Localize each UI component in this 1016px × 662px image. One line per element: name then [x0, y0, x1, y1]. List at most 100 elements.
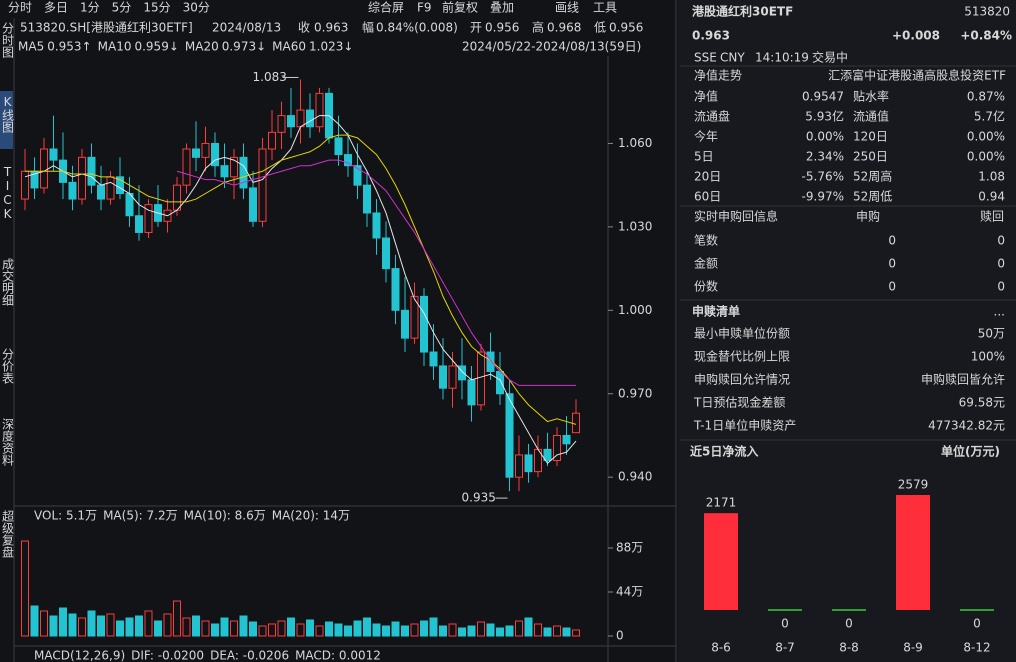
list-value: 477342.82元: [928, 419, 1005, 433]
nav-value: 0.87%: [967, 90, 1005, 104]
candle-body: [192, 148, 200, 158]
volume-bar: [505, 625, 514, 637]
list-value: 69.58元: [959, 396, 1005, 410]
redeem-value: 0: [888, 234, 896, 248]
macd-label: MACD(12,26,9): [34, 649, 125, 662]
candle-body: [458, 365, 466, 381]
volume-bar: [553, 625, 561, 637]
side-tab[interactable]: 成交明细: [1, 258, 15, 306]
redeem-key: 笔数: [694, 233, 718, 248]
quote-sub: 14:10:19: [755, 51, 809, 65]
macd-label: MACD: 0.0012: [295, 649, 381, 662]
redeem-value: 0: [888, 280, 896, 294]
ma-name: MA20: [185, 40, 219, 54]
macd-label: DEA: -0.0206: [210, 649, 289, 662]
candle-body: [21, 170, 29, 200]
volume-bar: [135, 615, 143, 637]
menu[interactable]: F9: [417, 1, 432, 15]
x-tick-label: 8-12: [963, 641, 990, 655]
header-date: 2024/08/13: [212, 21, 281, 35]
candle-body: [505, 393, 514, 478]
header-high: 0.968: [547, 21, 581, 35]
list-value: 50万: [978, 327, 1005, 341]
nav-value: 0.9547: [802, 90, 844, 104]
ma-name: MA5: [18, 40, 44, 54]
candle-body: [401, 309, 409, 339]
volume-bar: [296, 623, 305, 637]
menu[interactable]: 画线: [555, 1, 579, 15]
candle-body: [515, 454, 523, 478]
fund-code: 513820: [964, 5, 1010, 19]
period-tab[interactable]: 多日: [44, 1, 68, 15]
candle-body: [467, 379, 476, 406]
bar: [704, 513, 738, 610]
candle-body: [420, 295, 428, 353]
value-label: 2579: [898, 478, 929, 492]
period-tab[interactable]: 5分: [112, 1, 132, 15]
quote-sub: SSE: [694, 51, 717, 65]
volume-bar: [68, 613, 77, 637]
volume-bar: [78, 617, 86, 637]
nav-key: 250日: [853, 150, 888, 164]
nav-key: 60日: [694, 190, 721, 204]
redeem-key: 金额: [694, 256, 718, 271]
menu[interactable]: 综合屏: [368, 0, 404, 15]
y-tick-label: 0: [616, 629, 624, 643]
redeem-value: 0: [997, 257, 1005, 271]
header-change: 0.84%(0.008): [376, 21, 458, 35]
candle-body: [268, 131, 276, 150]
candle-body: [562, 434, 571, 445]
nav-key: 52周低: [853, 190, 892, 204]
redeem-value: 0: [997, 234, 1005, 248]
nav-key: 贴水率: [853, 89, 889, 104]
candle-body: [353, 165, 362, 186]
volume-bar: [21, 540, 29, 637]
candle-body: [543, 448, 552, 461]
menu[interactable]: 叠加: [490, 1, 514, 15]
candle-body: [201, 142, 210, 158]
menu[interactable]: 工具: [593, 1, 617, 15]
value-label: 0: [973, 617, 981, 631]
candle-body: [173, 184, 181, 211]
header-open_label: 开: [470, 21, 482, 35]
candle-body: [106, 176, 115, 200]
candle-body: [315, 92, 324, 128]
period-tab[interactable]: 1分: [80, 1, 100, 15]
period-tab[interactable]: 分时: [8, 1, 32, 15]
menu[interactable]: 前复权: [442, 0, 478, 15]
side-tab[interactable]: K线图: [1, 95, 15, 133]
quote-sub: CNY: [720, 51, 745, 65]
volume-bar: [268, 623, 276, 637]
candle-body: [258, 148, 267, 222]
volume-bar: [458, 627, 466, 637]
min-label: 0.935: [462, 491, 496, 505]
more-button[interactable]: ...: [994, 305, 1005, 319]
ma-line: [176, 159, 576, 386]
side-tab[interactable]: TICK: [1, 165, 15, 221]
nav-value: 0.00%: [967, 130, 1005, 144]
list-key: 申购赎回允许情况: [694, 372, 790, 387]
candle-body: [49, 148, 58, 161]
candle-body: [448, 365, 457, 389]
volume-bar: [486, 623, 495, 637]
period-tab[interactable]: 30分: [183, 1, 210, 15]
period-tab[interactable]: 15分: [143, 1, 170, 15]
side-tab[interactable]: 分价表: [1, 348, 15, 384]
volume-bar: [401, 625, 409, 637]
side-tab[interactable]: 深度资料: [1, 418, 15, 466]
volume-bar: [353, 620, 362, 637]
nav-value: -9.97%: [802, 190, 844, 204]
max-label: 1.083: [253, 70, 287, 84]
header-change_label: 幅: [362, 20, 374, 35]
nav-value: 5.7亿: [974, 109, 1005, 124]
x-tick-label: 8-6: [711, 641, 731, 655]
side-tab[interactable]: 分时图: [1, 22, 15, 58]
pct: +0.84%: [960, 29, 1012, 43]
side-tab[interactable]: 超级复盘: [1, 509, 15, 558]
vol-legend: MA(10): 8.6万: [184, 509, 266, 523]
price: 0.963: [692, 29, 730, 43]
candle-body: [211, 142, 219, 167]
list-key: T日预估现金差额: [693, 395, 785, 410]
volume-bar: [144, 610, 153, 637]
y-tick-label: 1.060: [618, 136, 652, 150]
